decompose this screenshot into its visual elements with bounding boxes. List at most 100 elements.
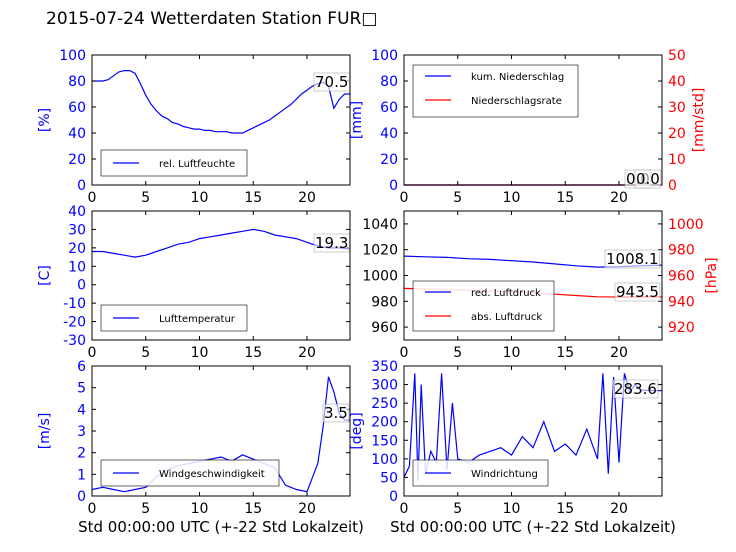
precip-last-value-label-1: 0.0 [636,170,660,188]
humidity-y-tick-label: 80 [68,74,86,90]
windspeed-x-tick-label: 0 [88,501,97,517]
humidity-y-axis-label: [%] [37,108,53,132]
precip-y-right-tick-label: 20 [668,126,686,142]
precip-x-tick-label: 0 [400,190,409,206]
winddir-last-value-box-0 [612,379,659,399]
winddir-y-tick-label: 50 [380,470,398,486]
humidity-x-tick-label: 5 [141,190,150,206]
winddir-axes-frame [403,365,663,497]
winddir-y-axis-label: [deg] [349,412,365,449]
winddir-x-tick-label: 20 [610,501,628,517]
winddir-x-tick-label: 0 [400,501,409,517]
temperature-y-tick-label: -10 [63,296,86,312]
pressure-y-tick-label: 1000 [362,269,398,285]
humidity-y-tick-label: 20 [68,152,86,168]
precip-y-right-tick-label: 40 [668,74,686,90]
precip-legend-label-0: kum. Niederschlag [471,72,564,83]
precip-y-right-tick-label: 50 [668,48,686,64]
precip-x-tick-label: 20 [610,190,628,206]
temperature-y-tick-label: 30 [68,222,86,238]
pressure-x-tick-label: 15 [556,345,574,361]
pressure-x-tick-label: 20 [610,345,628,361]
winddir-x-tick-label: 15 [556,501,574,517]
winddir-x-axis-label: Std 00:00:00 UTC (+-22 Std Lokalzeit) [390,518,676,536]
winddir-y-tick-label: 150 [371,433,398,449]
humidity-y-tick-label: 0 [77,178,86,194]
pressure-y-right-tick-label: 920 [668,320,695,336]
winddir-y-tick-label: 250 [371,396,398,412]
winddir-y-tick-label: 300 [371,378,398,394]
windspeed-y-tick-label: 1 [77,467,86,483]
windspeed-x-tick-label: 20 [298,501,316,517]
humidity-y-tick-label: 40 [68,126,86,142]
temperature-x-tick-label: 5 [141,345,150,361]
precip-y-right-tick-label: 0 [668,178,677,194]
precip-y-right-tick-label: 30 [668,100,686,116]
windspeed-y-axis-label: [m/s] [37,413,53,450]
temperature-y-tick-label: 10 [68,259,86,275]
pressure-y-right-tick-label: 980 [668,243,695,259]
temperature-legend-label-0: Lufttemperatur [159,314,236,325]
humidity-y-tick-label: 60 [68,100,86,116]
windspeed-y-tick-label: 6 [77,359,86,375]
humidity-last-value-box-0 [313,72,350,92]
humidity-series-line-0 [92,69,350,134]
pressure-last-value-label-1: 943.5 [616,283,659,301]
humidity-y-tick-label: 100 [59,48,86,64]
precip-legend-box [412,64,579,118]
precip-y-right-tick-label: 10 [668,152,686,168]
temperature-last-value-label-0: 19.3 [315,234,348,252]
pressure-y-tick-label: 960 [371,320,398,336]
pressure-y-tick-label: 1020 [362,243,398,259]
winddir-y-tick-label: 350 [371,359,398,375]
windspeed-x-axis-label: Std 00:00:00 UTC (+-22 Std Lokalzeit) [78,518,364,536]
precip-y-tick-label: 60 [380,100,398,116]
winddir-x-tick-label: 10 [503,501,521,517]
humidity-axes-frame [91,54,351,186]
temperature-x-tick-label: 10 [191,345,209,361]
windspeed-series-line-0 [91,376,350,493]
precip-y-tick-label: 80 [380,74,398,90]
windspeed-legend-label-0: Windgeschwindigkeit [159,469,265,480]
pressure-last-value-label-0: 1008.1 [606,250,659,268]
precip-y-tick-label: 20 [380,152,398,168]
precip-axes-frame [403,54,663,186]
windspeed-y-tick-label: 4 [77,402,86,418]
precip-y-tick-label: 100 [371,48,398,64]
temperature-series-line-0 [92,228,351,258]
temperature-y-tick-label: 20 [68,241,86,257]
windspeed-x-tick-label: 15 [244,501,262,517]
humidity-legend-label-0: rel. Luftfeuchte [159,159,235,170]
temperature-x-tick-label: 20 [298,345,316,361]
temperature-x-tick-label: 15 [244,345,262,361]
precip-y-axis-label: [mm] [349,101,365,139]
precip-x-tick-label: 15 [556,190,574,206]
windspeed-last-value-box-0 [322,403,350,423]
winddir-y-tick-label: 0 [389,489,398,505]
pressure-last-value-box-1 [614,282,661,302]
windspeed-y-tick-label: 0 [77,489,86,505]
humidity-x-tick-label: 10 [191,190,209,206]
temperature-y-tick-label: -30 [63,333,86,349]
figure-title: 2015-07-24 Wetterdaten Station FUR□ [46,9,378,29]
winddir-y-tick-label: 200 [371,415,398,431]
windspeed-y-tick-label: 5 [77,381,86,397]
winddir-y-tick-label: 100 [371,452,398,468]
pressure-y-right-tick-label: 1000 [668,217,704,233]
windspeed-y-tick-label: 3 [77,424,86,440]
precip-legend-label-1: Niederschlagsrate [471,96,562,107]
winddir-x-tick-label: 5 [453,501,462,517]
pressure-y-right-tick-label: 940 [668,294,695,310]
pressure-legend-box [412,280,555,332]
temperature-last-value-box-0 [313,233,350,253]
temperature-axes-frame [91,210,351,341]
humidity-last-value-label-0: 70.5 [315,73,348,91]
pressure-y-tick-label: 1040 [362,217,398,233]
temperature-y-tick-label: 0 [77,278,86,294]
precip-y-right-axis-label: [mm/std] [691,88,707,153]
pressure-legend-label-1: abs. Luftdruck [471,312,542,323]
pressure-y-tick-label: 980 [371,294,398,310]
winddir-series-line-0 [403,373,663,482]
windspeed-x-tick-label: 5 [141,501,150,517]
